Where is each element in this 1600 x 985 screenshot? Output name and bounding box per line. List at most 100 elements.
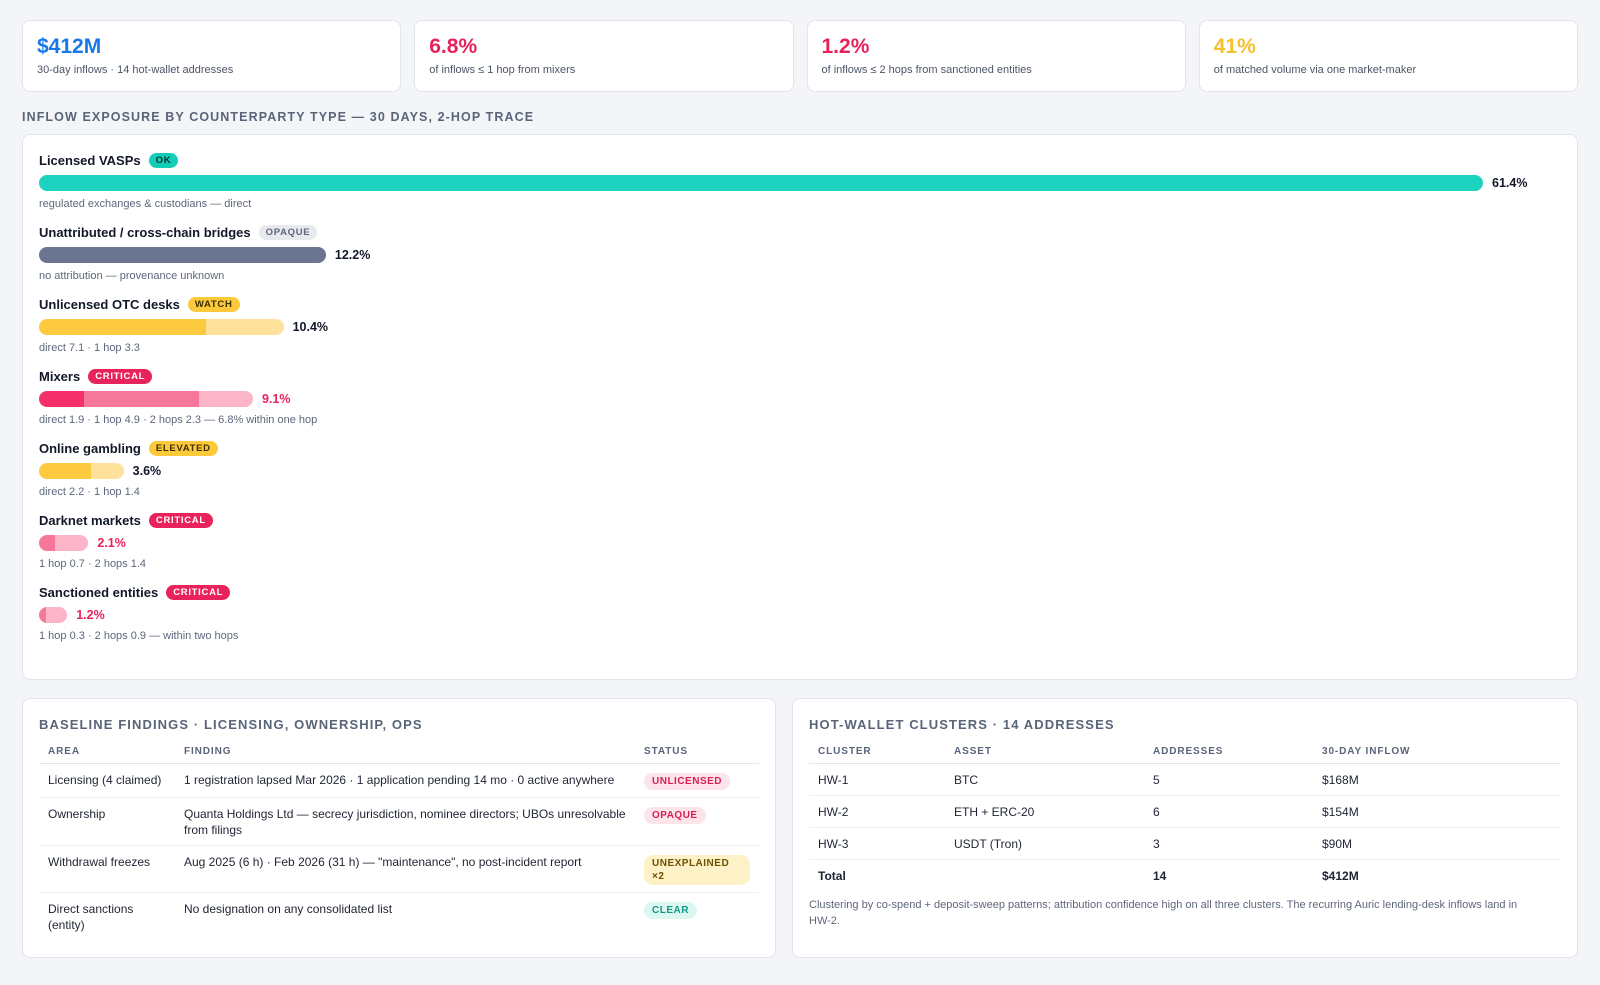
table-row[interactable]: Withdrawal freezes Aug 2025 (6 h) · Feb … — [39, 845, 759, 893]
column-header-asset: ASSET — [945, 746, 1144, 764]
status-badge: OPAQUE — [644, 807, 706, 824]
finding-status-cell: CLEAR — [635, 893, 759, 941]
exposure-bar-segment — [39, 535, 56, 551]
findings-panel: BASELINE FINDINGS · LICENSING, OWNERSHIP… — [22, 698, 776, 958]
kpi-value: 1.2% — [821, 35, 870, 58]
kpi-card-market-maker: 41% of matched volume via one market-mak… — [1198, 20, 1578, 92]
cluster-addresses: 5 — [1144, 763, 1313, 796]
exposure-row[interactable]: Licensed VASPs OK 61.4% regulated exchanges… — [39, 150, 1563, 210]
finding-status-cell: UNEXPLAINED ×2 — [635, 845, 759, 893]
column-header-finding: FINDING — [175, 746, 635, 764]
risk-badge: CRITICAL — [148, 512, 213, 528]
exposure-bar-segment — [39, 175, 1483, 191]
exposure-bar-segment — [205, 319, 284, 335]
exposure-breakdown-note: 1 hop 0.7 · 2 hops 1.4 — [39, 558, 147, 570]
exposure-category-name: Sanctioned entities — [39, 584, 159, 600]
total-row: Total 14 $412M — [809, 860, 1561, 892]
exposure-row[interactable]: Unlicensed OTC desks WATCH 10.4% direct 7.1… — [39, 294, 1563, 354]
cluster-inflow: $168M — [1313, 763, 1561, 796]
exposure-bar-line: 10.4% — [39, 318, 1563, 336]
cluster-asset: ETH + ERC-20 — [945, 795, 1144, 828]
kpi-card-inflows: $412M 30-day inflows · 14 hot-wallet add… — [22, 20, 402, 92]
status-badge: UNEXPLAINED ×2 — [644, 855, 750, 885]
exposure-category-name: Unattributed / cross-chain bridges — [39, 224, 251, 240]
cluster-addresses: 3 — [1144, 827, 1313, 860]
exposure-row-header: Darknet markets CRITICAL — [39, 510, 1563, 530]
exposure-category-name: Mixers — [39, 368, 81, 384]
cluster-inflow: $154M — [1313, 795, 1561, 828]
exposure-category-name: Licensed VASPs — [39, 152, 141, 168]
exposure-breakdown-note: 1 hop 0.3 · 2 hops 0.9 — within two hops — [39, 630, 239, 642]
kpi-card-mixers: 6.8% of inflows ≤ 1 hop from mixers — [414, 20, 794, 92]
exposure-percent: 12.2% — [334, 248, 371, 262]
exposure-row[interactable]: Sanctioned entities CRITICAL 1.2% 1 hop 0.3… — [39, 582, 1563, 642]
finding-status-cell: UNLICENSED — [635, 763, 759, 798]
finding-text: 1 registration lapsed Mar 2026 · 1 appli… — [175, 763, 635, 798]
exposure-category-name: Online gambling — [39, 440, 141, 456]
exposure-bar — [39, 319, 284, 335]
exposure-bar — [39, 175, 1483, 191]
cluster-inflow: $90M — [1313, 827, 1561, 860]
exposure-percent: 9.1% — [262, 392, 291, 406]
kpi-card-sanctions: 1.2% of inflows ≤ 2 hops from sanctioned… — [806, 20, 1186, 92]
exposure-row-header: Unlicensed OTC desks WATCH — [39, 294, 1563, 314]
finding-text: No designation on any consolidated list — [184, 902, 393, 916]
exposure-row-header: Mixers CRITICAL — [39, 366, 1563, 386]
kpi-value: 6.8% — [429, 35, 478, 58]
risk-badge: ELEVATED — [148, 440, 218, 456]
table-row[interactable]: Licensing (4 claimed) 1 registration lap… — [39, 763, 759, 798]
column-header-area: AREA — [39, 746, 175, 764]
exposure-percent: 61.4% — [1492, 176, 1528, 190]
status-badge: UNLICENSED — [644, 773, 731, 790]
table-row[interactable]: HW-1 BTC 5 $168M — [809, 763, 1561, 796]
exposure-row[interactable]: Online gambling ELEVATED 3.6% direct 2.2 · … — [39, 438, 1563, 498]
table-row[interactable]: HW-3 USDT (Tron) 3 $90M — [809, 827, 1561, 860]
exposure-bar-segment — [39, 391, 84, 407]
risk-badge: CRITICAL — [88, 368, 153, 384]
cluster-addresses: 6 — [1144, 795, 1313, 828]
exposure-row-header: Online gambling ELEVATED — [39, 438, 1563, 458]
total-addresses: 14 — [1153, 869, 1167, 883]
table-row[interactable]: Ownership Quanta Holdings Ltd — secrecy … — [39, 797, 759, 846]
column-header-inflow: 30-DAY INFLOW — [1313, 746, 1561, 764]
exposure-bar-segment — [198, 391, 253, 407]
exposure-percent: 2.1% — [97, 536, 126, 550]
clusters-title: HOT-WALLET CLUSTERS · 14 ADDRESSES — [809, 717, 1115, 732]
findings-header-row: AREA FINDING STATUS — [39, 746, 759, 764]
risk-badge: WATCH — [187, 296, 240, 312]
exposure-category-name: Darknet markets — [39, 512, 141, 528]
cluster-id: HW-3 — [809, 827, 945, 860]
exposure-bar-line: 12.2% — [39, 246, 1563, 264]
status-badge: CLEAR — [644, 902, 697, 919]
kpi-label: of inflows ≤ 2 hops from sanctioned enti… — [821, 64, 1032, 76]
risk-badge: CRITICAL — [166, 584, 231, 600]
finding-text: Quanta Holdings Ltd — secrecy jurisdicti… — [175, 797, 635, 846]
column-header-cluster: CLUSTER — [809, 746, 945, 764]
exposure-bar-line: 9.1% — [39, 390, 1563, 408]
exposure-percent: 1.2% — [76, 608, 105, 622]
findings-title: BASELINE FINDINGS · LICENSING, OWNERSHIP… — [39, 717, 423, 732]
exposure-bar-line: 1.2% — [39, 606, 1563, 624]
findings-table: AREA FINDING STATUS Licensing (4 claimed… — [39, 746, 759, 940]
kpi-label: 30-day inflows · 14 hot-wallet addresses — [37, 64, 234, 76]
risk-badge: OPAQUE — [258, 224, 318, 240]
exposure-bar — [39, 463, 124, 479]
column-header-status: STATUS — [635, 746, 759, 764]
cluster-id: HW-2 — [809, 795, 945, 828]
exposure-row[interactable]: Darknet markets CRITICAL 2.1% 1 hop 0.7 · 2… — [39, 510, 1563, 570]
exposure-row[interactable]: Mixers CRITICAL 9.1% direct 1.9 · 1 hop 4.9… — [39, 366, 1563, 426]
exposure-bar — [39, 535, 89, 551]
total-inflow: $412M — [1322, 869, 1359, 883]
exposure-bar-segment — [39, 607, 47, 623]
kpi-label: of matched volume via one market-maker — [1213, 64, 1417, 76]
exposure-bar — [39, 247, 326, 263]
exposure-percent: 10.4% — [292, 320, 329, 334]
finding-area: Licensing (4 claimed) — [39, 763, 175, 798]
total-asset — [945, 860, 1144, 892]
exposure-bar-line: 3.6% — [39, 462, 1563, 480]
exposure-row-header: Unattributed / cross-chain bridges OPAQUE — [39, 222, 1563, 242]
exposure-row-header: Licensed VASPs OK — [39, 150, 1563, 170]
table-row[interactable]: HW-2 ETH + ERC-20 6 $154M — [809, 795, 1561, 828]
table-row[interactable]: Direct sanctions (entity) No designation… — [39, 893, 759, 941]
exposure-row[interactable]: Unattributed / cross-chain bridges OPAQUE… — [39, 222, 1563, 282]
